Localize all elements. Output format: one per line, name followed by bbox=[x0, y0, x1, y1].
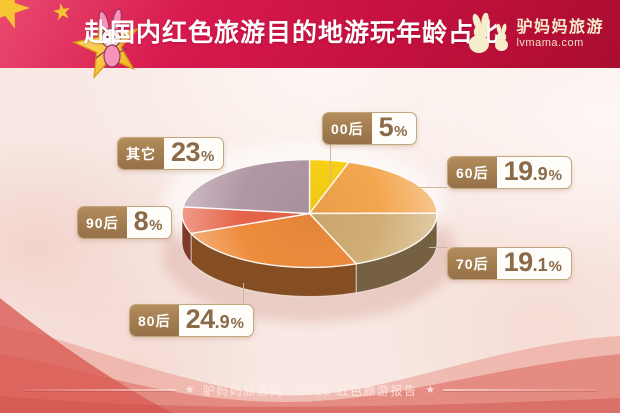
callout-00hou: 00后 5% bbox=[322, 112, 418, 145]
logo-brand-text: 驴妈妈旅游 bbox=[516, 19, 604, 36]
page-title: 赴国内红色旅游目的地游玩年龄占比 bbox=[84, 19, 501, 47]
callout-label: 70后 bbox=[448, 248, 497, 279]
callout-label: 其它 bbox=[118, 138, 164, 169]
pie-side-80s bbox=[190, 232, 357, 297]
callout-90hou: 90后 8% bbox=[77, 206, 173, 239]
callout-label: 00后 bbox=[323, 113, 372, 144]
pie-slice-00s bbox=[308, 158, 350, 215]
pie-slice-80s bbox=[190, 212, 357, 269]
lvmama-logo: 驴妈妈旅游 lvmama.com bbox=[462, 13, 604, 55]
pie-slice-60s bbox=[308, 161, 438, 215]
callout-value: 24.9% bbox=[185, 304, 244, 334]
callout-label: 80后 bbox=[130, 305, 179, 336]
callout-label: 90后 bbox=[78, 207, 127, 238]
pie-shadow bbox=[162, 186, 457, 323]
footer-text: 驴妈妈旅游网 · 2018 红色旅游报告 bbox=[202, 383, 418, 398]
callout-value: 8% bbox=[133, 206, 163, 236]
callout-60hou: 60后 19.9% bbox=[447, 156, 572, 189]
star-icon: ★ bbox=[425, 384, 436, 396]
footer-caption: ★ 驴妈妈旅游网 · 2018 红色旅游报告 ★ bbox=[0, 381, 620, 399]
pie-slice-70s bbox=[308, 212, 438, 265]
callout-label: 60后 bbox=[448, 157, 497, 188]
rabbit-mascot bbox=[95, 8, 129, 68]
pie-slice-90s bbox=[181, 206, 311, 235]
rabbit-logo-icon bbox=[469, 13, 509, 53]
pie-side-70s bbox=[355, 213, 438, 294]
logo-text: 驴妈妈旅游 lvmama.com bbox=[516, 19, 604, 49]
star-rabbit-mascot-icon bbox=[0, 0, 140, 80]
callout-value: 23% bbox=[171, 137, 215, 167]
callout-80hou: 80后 24.9% bbox=[129, 304, 254, 337]
footer-line-right bbox=[443, 389, 599, 391]
header-banner: 赴国内红色旅游目的地游玩年龄占比 驴妈妈旅游 lvmama.com bbox=[0, 0, 620, 80]
logo-domain-text: lvmama.com bbox=[516, 37, 584, 49]
callout-value: 19.9% bbox=[503, 156, 562, 186]
pie-side-90s bbox=[181, 213, 192, 264]
callout-qita: 其它 23% bbox=[117, 137, 225, 170]
callout-value: 19.1% bbox=[503, 247, 562, 277]
callout-value: 5% bbox=[378, 112, 408, 142]
star-icon: ★ bbox=[184, 384, 195, 396]
callout-70hou: 70后 19.1% bbox=[447, 247, 572, 280]
footer-line-left bbox=[22, 389, 177, 391]
